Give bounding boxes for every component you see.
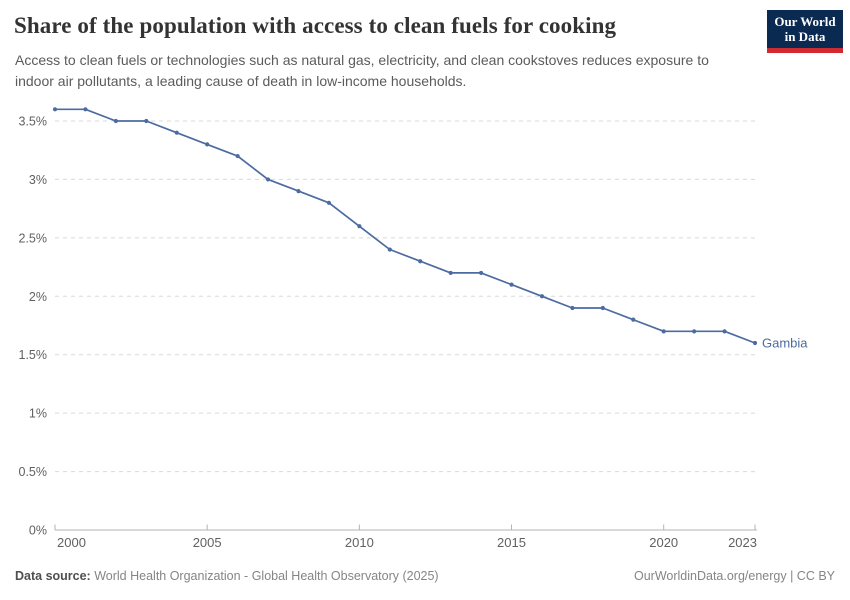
data-point-gambia-2016[interactable] <box>539 294 545 299</box>
data-point-gambia-2008[interactable] <box>296 189 301 194</box>
data-point-gambia-2022[interactable] <box>722 329 727 334</box>
data-point-gambia-2010[interactable] <box>357 224 362 229</box>
data-point-gambia-2004[interactable] <box>174 130 179 135</box>
chart-subtitle: Access to clean fuels or technologies su… <box>15 52 709 89</box>
y-axis-tick-label: 3% <box>29 173 47 187</box>
data-source-value: World Health Organization - Global Healt… <box>94 569 439 583</box>
data-point-gambia-2013[interactable] <box>448 270 453 276</box>
page-title: Share of the population with access to c… <box>14 13 617 38</box>
data-point-gambia-2007[interactable] <box>265 177 271 182</box>
owid-logo-line1: Our World <box>774 14 836 29</box>
y-axis-tick-label: 1% <box>29 407 47 421</box>
data-point-gambia-2020[interactable] <box>661 329 666 334</box>
x-axis-tick-label: 2005 <box>193 535 222 550</box>
data-point-gambia-2006[interactable] <box>235 153 240 159</box>
data-source-note: Data source: World Health Organization -… <box>15 569 439 583</box>
license-link[interactable]: OurWorldinData.org/energy | CC BY <box>633 569 835 583</box>
data-point-gambia-2017[interactable] <box>570 305 575 311</box>
y-axis-tick-label: 1.5% <box>19 348 48 362</box>
x-axis-tick-label: 2020 <box>649 535 678 550</box>
chart-footer: Data source: World Health Organization -… <box>15 569 835 583</box>
y-axis-tick-label: 2% <box>29 290 47 304</box>
data-point-gambia-2021[interactable] <box>692 329 697 334</box>
y-axis-tick-label: 3.5% <box>19 115 48 129</box>
x-axis-tick-label: 2000 <box>57 535 86 550</box>
data-point-gambia-2002[interactable] <box>113 118 118 124</box>
x-axis-tick-label: 2010 <box>345 535 374 550</box>
x-axis-tick-label: 2023 <box>728 535 757 550</box>
data-source-label: Data source: <box>15 569 91 583</box>
data-point-gambia-2015[interactable] <box>509 282 514 287</box>
data-point-gambia-2009[interactable] <box>326 200 332 205</box>
y-axis-tick-label: 0% <box>29 524 47 538</box>
owid-logo-line2: in Data <box>784 29 826 44</box>
data-point-gambia-2023[interactable] <box>752 340 758 346</box>
owid-logo-box: Our World in Data <box>767 10 843 48</box>
y-axis-tick-label: 0.5% <box>19 465 48 479</box>
y-axis-tick-label: 2.5% <box>19 231 48 245</box>
data-point-gambia-2003[interactable] <box>144 118 149 124</box>
data-point-gambia-2000[interactable] <box>52 107 58 112</box>
data-point-gambia-2018[interactable] <box>600 305 605 311</box>
data-line-gambia[interactable] <box>54 108 756 344</box>
data-point-gambia-2001[interactable] <box>83 107 88 112</box>
owid-logo[interactable]: Our World in Data <box>767 10 843 53</box>
data-point-gambia-2014[interactable] <box>478 270 484 276</box>
data-point-gambia-2019[interactable] <box>631 317 636 322</box>
data-point-gambia-2005[interactable] <box>205 142 210 147</box>
series-end-label-gambia[interactable]: Gambia <box>762 336 808 351</box>
owid-logo-red-bar <box>767 48 843 53</box>
x-axis-tick-label: 2015 <box>497 535 526 550</box>
data-point-gambia-2012[interactable] <box>418 259 423 264</box>
data-point-gambia-2011[interactable] <box>387 247 392 252</box>
